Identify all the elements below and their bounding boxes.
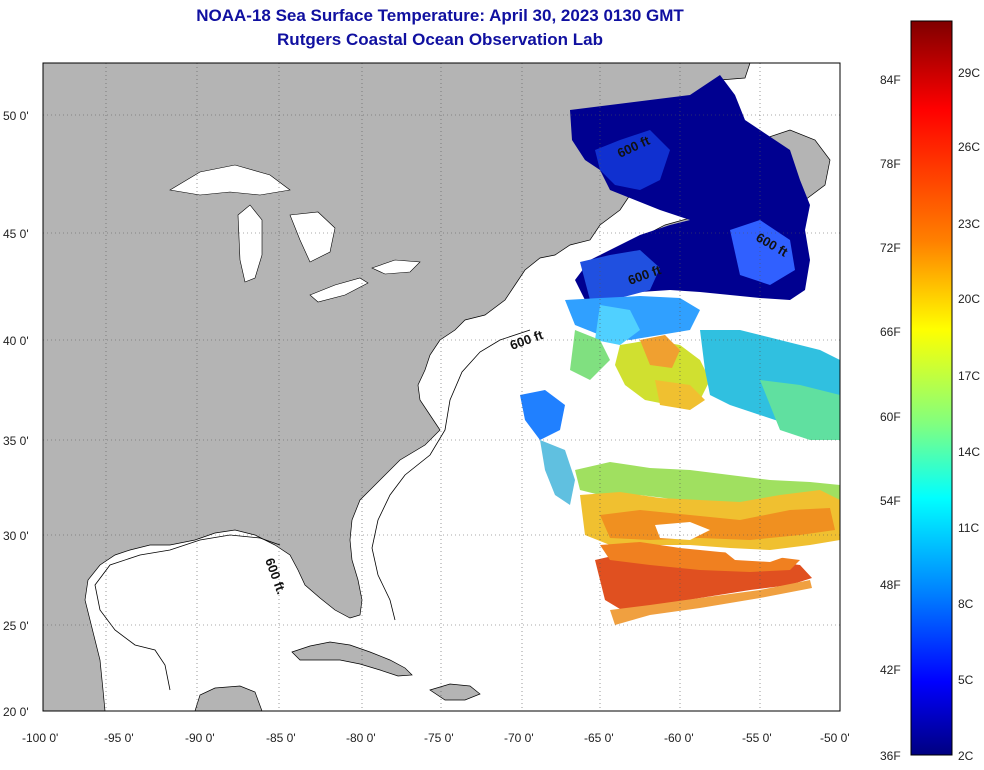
lat-tick: 35 0' [3,434,29,448]
land-yucatan [194,685,263,711]
celsius-tick: 29C [958,66,980,80]
lon-tick: -55 0' [742,731,772,745]
lat-tick: 30 0' [3,529,29,543]
lon-tick: -65 0' [584,731,614,745]
temperature-colorbar [910,20,953,756]
lon-tick: -100 0' [22,731,58,745]
longitude-axis: -100 0' -95 0' -90 0' -85 0' -80 0' -75 … [22,731,850,745]
lake-ontario [371,259,421,275]
lat-tick: 25 0' [3,619,29,633]
lake-erie [309,277,369,303]
colorbar-celsius-labels: 29C 26C 23C 20C 17C 14C 11C 8C 5C 2C [958,66,980,763]
lake-huron [289,211,336,263]
celsius-tick: 11C [958,521,979,535]
celsius-tick: 26C [958,140,980,154]
lake-superior [169,164,291,196]
lon-tick: -90 0' [185,731,215,745]
lake-michigan [237,204,263,283]
sst-swath [520,75,840,625]
lon-tick: -50 0' [820,731,850,745]
map-subtitle: Rutgers Coastal Ocean Observation Lab [277,30,603,49]
fahrenheit-tick: 36F [880,749,901,763]
fahrenheit-tick: 42F [880,663,901,677]
land-cuba [291,641,413,677]
land-hispaniola [429,683,481,701]
celsius-tick: 23C [958,217,980,231]
map-title: NOAA-18 Sea Surface Temperature: April 3… [196,6,684,25]
isobath-line [94,329,531,691]
fahrenheit-tick: 72F [880,241,901,255]
lat-tick: 50 0' [3,109,29,123]
graticule [43,63,840,711]
latitude-axis: 50 0' 45 0' 40 0' 35 0' 30 0' 25 0' 20 0… [3,109,29,719]
lat-tick: 40 0' [3,334,29,348]
celsius-tick: 14C [958,445,980,459]
celsius-tick: 17C [958,369,980,383]
lat-tick: 45 0' [3,227,29,241]
celsius-tick: 8C [958,597,974,611]
lon-tick: -60 0' [664,731,694,745]
celsius-tick: 20C [958,292,980,306]
lon-tick: -95 0' [104,731,134,745]
fahrenheit-tick: 84F [880,73,901,87]
lon-tick: -75 0' [424,731,454,745]
fahrenheit-tick: 48F [880,578,901,592]
fahrenheit-tick: 54F [880,494,901,508]
lat-tick: 20 0' [3,705,29,719]
fahrenheit-tick: 78F [880,157,901,171]
lon-tick: -85 0' [266,731,296,745]
lon-tick: -70 0' [504,731,534,745]
fahrenheit-tick: 66F [880,325,901,339]
lon-tick: -80 0' [346,731,376,745]
celsius-tick: 2C [958,749,974,763]
celsius-tick: 5C [958,673,974,687]
colorbar-fahrenheit-labels: 84F 78F 72F 66F 60F 54F 48F 42F 36F [880,73,901,763]
fahrenheit-tick: 60F [880,410,901,424]
